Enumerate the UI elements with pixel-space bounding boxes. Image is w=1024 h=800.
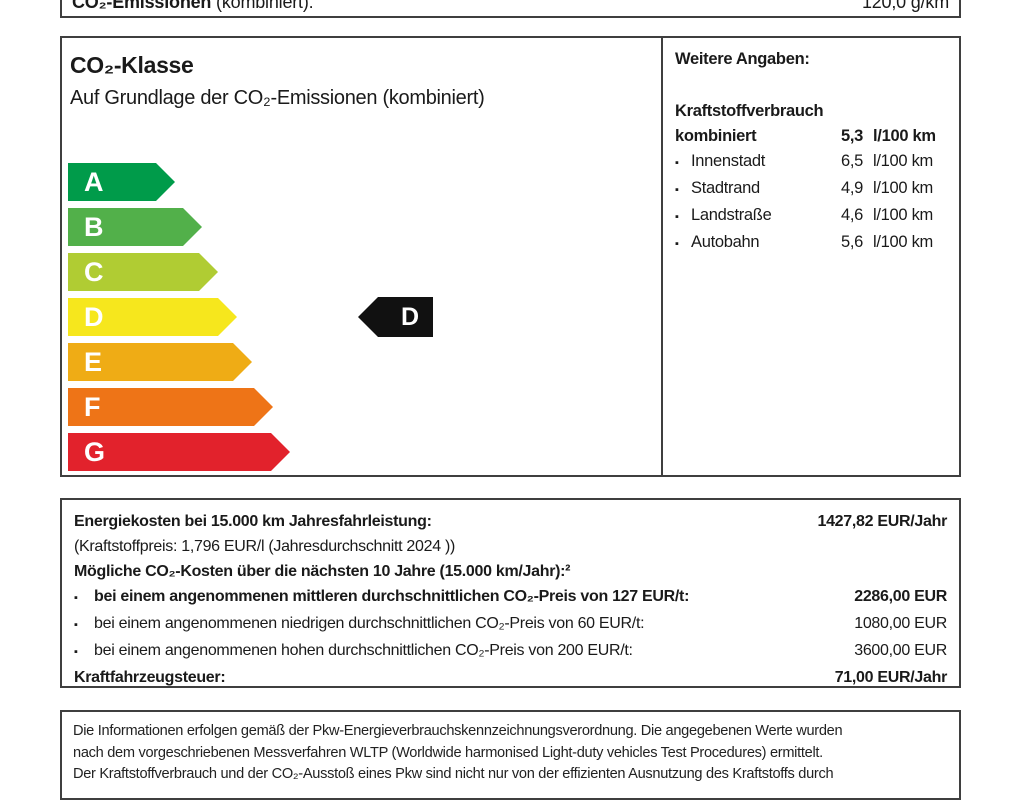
- current-class-marker-arrow: D: [358, 297, 433, 337]
- current-class-marker-label: D: [400, 302, 419, 331]
- co2-cost-value: 2286,00 EUR: [854, 588, 947, 605]
- class-arrow-f-label: F: [84, 391, 101, 422]
- class-arrow-c-label: C: [84, 256, 104, 287]
- legal-fineprint-box: Die Informationen erfolgen gemäß der Pkw…: [60, 710, 961, 800]
- co2-emissions-label-bold: CO₂-Emissionen: [72, 0, 212, 12]
- fuel-row-unit: l/100 km: [873, 233, 933, 251]
- fuel-heading: Kraftstoffverbrauch: [675, 102, 824, 120]
- class-arrow-a-label: A: [84, 166, 104, 197]
- fuel-price-note: (Kraftstoffpreis: 1,796 EUR/l (Jahresdur…: [74, 538, 456, 555]
- fuel-row-value: 5,6: [840, 233, 863, 251]
- fuel-combined-unit: l/100 km: [873, 127, 936, 145]
- class-arrow-e-label: E: [84, 346, 103, 377]
- fineprint-line-2: nach dem vorgeschriebenen Messverfahren …: [73, 744, 823, 761]
- class-arrow-c: C: [68, 253, 218, 291]
- vehicle-tax-row: Kraftfahrzeugsteuer: 71,00 EUR/Jahr: [74, 665, 947, 690]
- class-arrow-d-label: D: [84, 301, 104, 332]
- vehicle-tax-value: 71,00 EUR/Jahr: [834, 669, 948, 686]
- co2-class-title: CO₂-Klasse: [70, 52, 194, 78]
- fuel-row-combined: kombiniert 5,3 l/100 km: [675, 124, 949, 149]
- class-arrow-e: E: [68, 343, 252, 381]
- co2-costs-heading-row: Mögliche CO₂-Kosten über die nächsten 10…: [74, 559, 947, 584]
- energy-costs-label: Energiekosten bei 15.000 km Jahresfahrle…: [74, 513, 432, 530]
- co2-cost-value: 3600,00 EUR: [854, 642, 947, 659]
- fuel-row-unit: l/100 km: [873, 179, 933, 197]
- fuel-row-landstrasse: ▪ Landstraße 4,6 l/100 km: [675, 203, 949, 230]
- fuel-consumption-block: Kraftstoffverbrauch kombiniert 5,3 l/100…: [675, 99, 949, 257]
- class-arrow-a: A: [68, 163, 175, 201]
- fuel-row-innenstadt: ▪ Innenstadt 6,5 l/100 km: [675, 149, 949, 176]
- fuel-row-label: Landstraße: [691, 206, 772, 224]
- details-panel: Weitere Angaben: Kraftstoffverbrauch kom…: [661, 38, 959, 475]
- fuel-row-unit: l/100 km: [873, 206, 933, 224]
- co2-cost-label: bei einem angenommenen mittleren durchsc…: [94, 588, 690, 605]
- co2-costs-heading: Mögliche CO₂-Kosten über die nächsten 10…: [74, 563, 571, 580]
- co2-cost-row-medium: ▪ bei einem angenommenen mittleren durch…: [74, 584, 947, 611]
- co2-emissions-summary-box: CO₂-Emissionen (kombiniert): 120,0 g/km: [60, 0, 961, 18]
- co2-cost-label: bei einem angenommenen hohen durchschnit…: [94, 642, 633, 659]
- co2-class-subtitle: Auf Grundlage der CO₂-Emissionen (kombin…: [70, 87, 485, 109]
- class-arrow-g: G: [68, 433, 290, 471]
- fuel-row-label: Autobahn: [691, 233, 760, 251]
- class-arrow-d: D: [68, 298, 237, 336]
- class-arrow-g-label: G: [84, 436, 106, 467]
- energy-costs-row: Energiekosten bei 15.000 km Jahresfahrle…: [74, 509, 947, 534]
- bullet-icon: ▪: [74, 592, 78, 604]
- co2-emissions-row: CO₂-Emissionen (kombiniert): 120,0 g/km: [72, 0, 949, 13]
- co2-emissions-label: CO₂-Emissionen (kombiniert):: [72, 0, 314, 13]
- fuel-row-label: Innenstadt: [691, 152, 766, 170]
- vehicle-tax-label: Kraftfahrzeugsteuer:: [74, 669, 226, 686]
- co2-cost-row-high: ▪ bei einem angenommenen hohen durchschn…: [74, 638, 947, 665]
- co2-class-box: CO₂-Klasse Auf Grundlage der CO₂-Emissio…: [60, 36, 961, 477]
- co2-emissions-label-rest: (kombiniert):: [211, 0, 314, 12]
- fuel-row-autobahn: ▪ Autobahn 5,6 l/100 km: [675, 230, 949, 257]
- details-heading: Weitere Angaben:: [675, 50, 810, 68]
- fineprint-line-1: Die Informationen erfolgen gemäß der Pkw…: [73, 723, 843, 739]
- fuel-row-value: 4,6: [840, 206, 863, 224]
- co2-emissions-value: 120,0 g/km: [861, 0, 949, 12]
- bullet-icon: ▪: [675, 238, 679, 250]
- fuel-combined-value: 5,3: [840, 127, 863, 145]
- energy-costs-value: 1427,82 EUR/Jahr: [817, 513, 947, 530]
- co2-cost-row-low: ▪ bei einem angenommenen niedrigen durch…: [74, 611, 947, 638]
- fuel-combined-label: kombiniert: [675, 127, 757, 145]
- bullet-icon: ▪: [74, 646, 78, 658]
- bullet-icon: ▪: [675, 184, 679, 196]
- fuel-price-note-row: (Kraftstoffpreis: 1,796 EUR/l (Jahresdur…: [74, 534, 947, 559]
- fuel-row-label: Stadtrand: [691, 179, 760, 197]
- fuel-row-value: 4,9: [840, 179, 863, 197]
- bullet-icon: ▪: [675, 157, 679, 169]
- energy-costs-box: Energiekosten bei 15.000 km Jahresfahrle…: [60, 498, 961, 688]
- class-arrow-f: F: [68, 388, 273, 426]
- fuel-row-stadtrand: ▪ Stadtrand 4,9 l/100 km: [675, 176, 949, 203]
- class-arrow-b: B: [68, 208, 202, 246]
- fuel-row-unit: l/100 km: [873, 152, 933, 170]
- co2-class-chart: CO₂-Klasse Auf Grundlage der CO₂-Emissio…: [62, 38, 661, 475]
- co2-cost-value: 1080,00 EUR: [854, 615, 947, 632]
- bullet-icon: ▪: [74, 619, 78, 631]
- co2-cost-label: bei einem angenommenen niedrigen durchsc…: [94, 615, 645, 632]
- bullet-icon: ▪: [675, 211, 679, 223]
- fineprint-line-3: Der Kraftstoffverbrauch und der CO₂-Auss…: [73, 766, 834, 782]
- fuel-row-value: 6,5: [840, 152, 863, 170]
- class-arrow-b-label: B: [84, 211, 104, 242]
